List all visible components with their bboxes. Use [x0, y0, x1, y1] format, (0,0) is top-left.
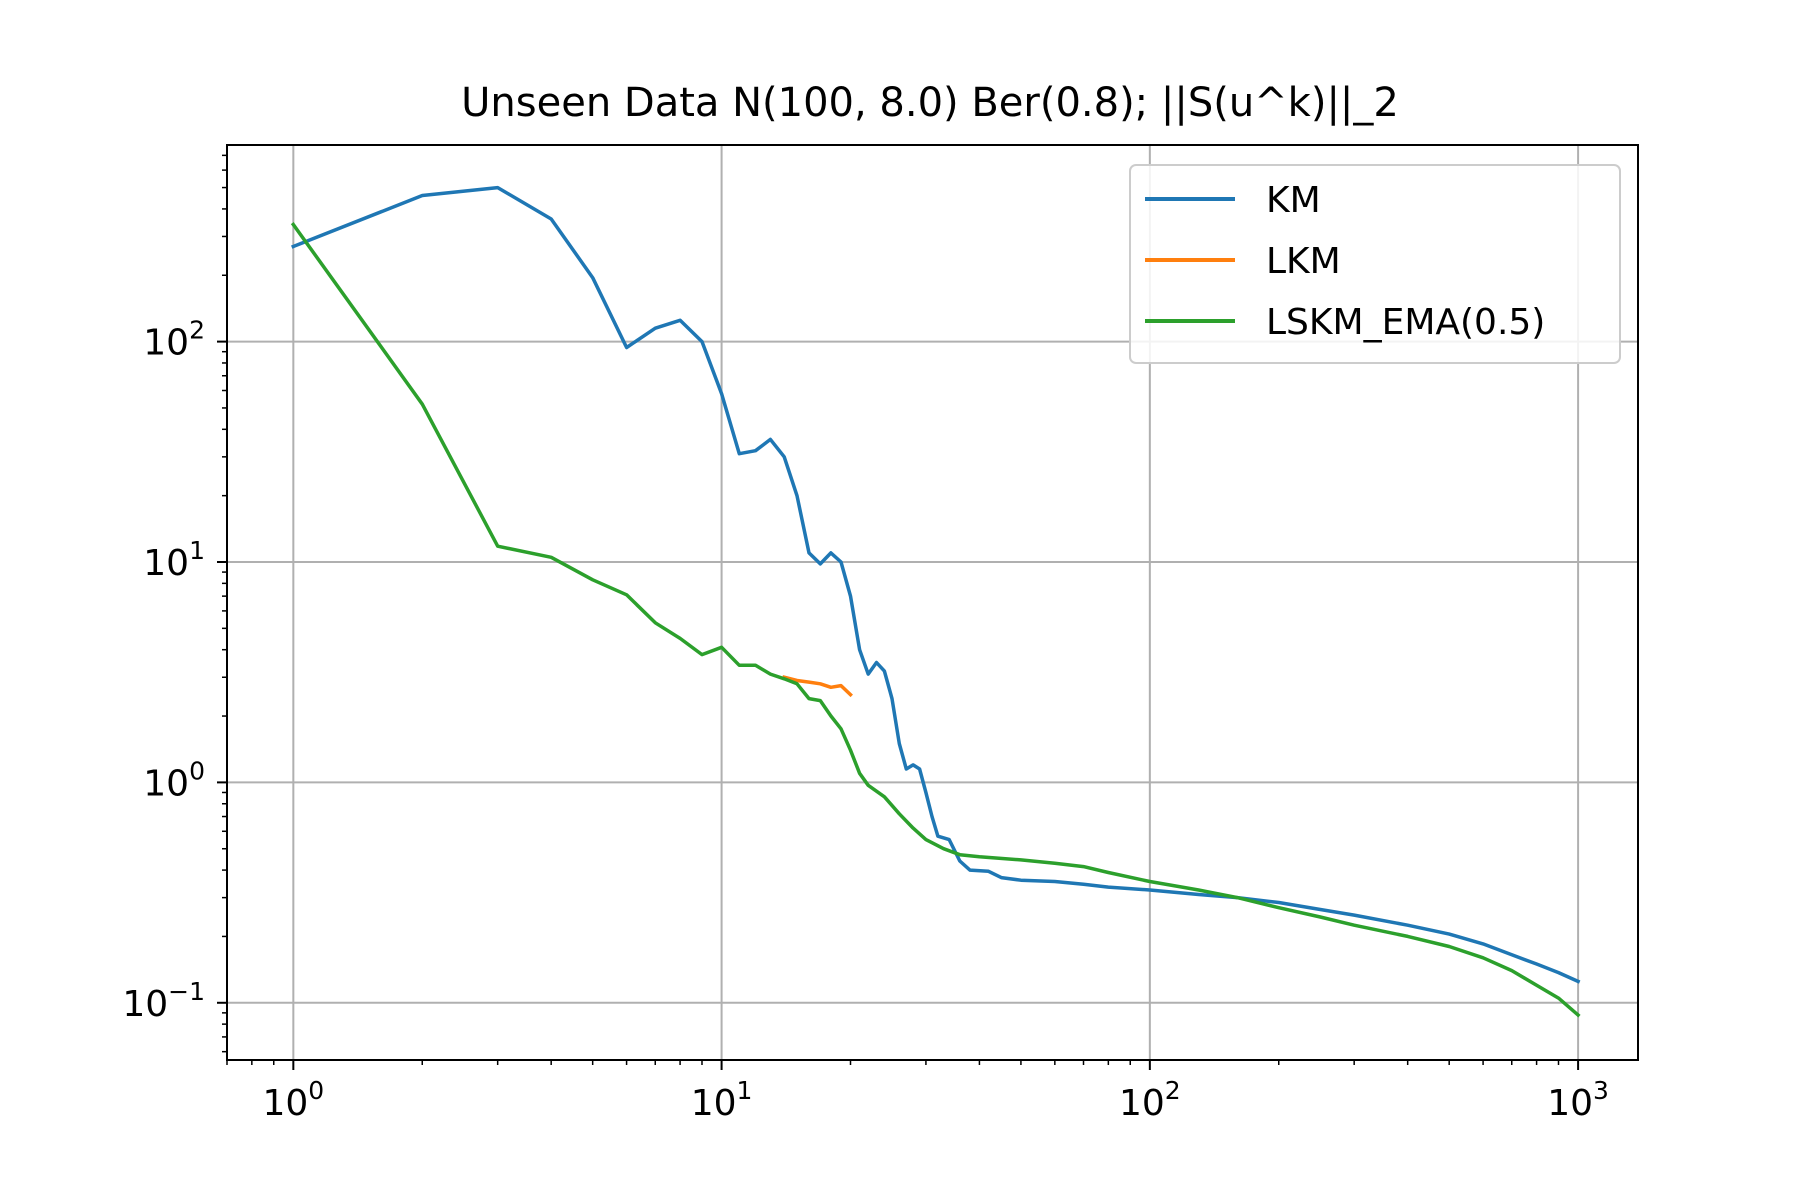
- legend-label: KM: [1266, 180, 1321, 221]
- y-tick-label: 102: [143, 316, 205, 364]
- x-tick-label-base: 10: [262, 1083, 308, 1124]
- x-axis: 100 101 102 103: [262, 1060, 1609, 1124]
- y-tick-label-exponent: 1: [189, 536, 205, 565]
- x-tick-label: 100: [262, 1076, 324, 1124]
- y-tick-label-exponent: 0: [189, 756, 205, 785]
- x-tick-label-base: 10: [1547, 1083, 1593, 1124]
- x-tick-label-exponent: 0: [308, 1076, 324, 1105]
- legend: KM LKM LSKM_EMA(0.5): [1129, 164, 1621, 364]
- x-tick-label-exponent: 3: [1593, 1076, 1609, 1105]
- y-tick-label-base: 10: [143, 763, 189, 804]
- y-tick-label-exponent: −1: [168, 977, 205, 1006]
- legend-label: LSKM_EMA(0.5): [1266, 302, 1545, 343]
- y-tick-label: 100: [143, 756, 205, 804]
- y-tick-label: 10−1: [122, 977, 205, 1025]
- x-tick-label: 101: [691, 1076, 753, 1124]
- series-lines: [290, 185, 1581, 1018]
- x-tick-label-base: 10: [1119, 1083, 1165, 1124]
- x-tick-label-exponent: 1: [737, 1076, 753, 1105]
- y-tick-label: 101: [143, 536, 205, 584]
- legend-box: [1129, 164, 1621, 364]
- y-tick-label-base: 10: [143, 323, 189, 364]
- y-tick-label-exponent: 2: [189, 316, 205, 345]
- x-tick-label-exponent: 2: [1165, 1076, 1181, 1105]
- series-line-km: [291, 185, 1581, 984]
- series-line-lkm: [782, 675, 853, 698]
- series-line-lskm-ema-0-5: [290, 222, 1581, 1018]
- x-tick-label: 102: [1119, 1076, 1181, 1124]
- y-tick-label-base: 10: [122, 984, 168, 1025]
- legend-label: LKM: [1266, 241, 1341, 282]
- x-tick-label: 103: [1547, 1076, 1609, 1124]
- chart-title: Unseen Data N(100, 8.0) Ber(0.8); ||S(u^…: [461, 80, 1399, 126]
- x-tick-label-base: 10: [691, 1083, 737, 1124]
- y-tick-label-base: 10: [143, 543, 189, 584]
- plot-frame: [226, 144, 1639, 1061]
